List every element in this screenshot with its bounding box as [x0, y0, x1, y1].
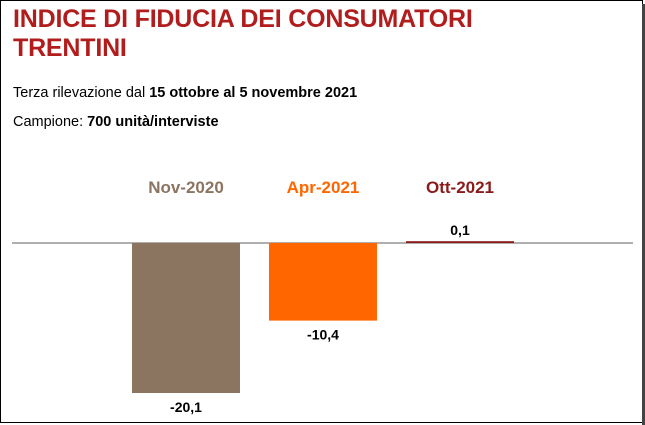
title-line-2: TRENTINI [13, 34, 127, 62]
chart-title: INDICE DI FIDUCIA DEI CONSUMATORI TRENTI… [13, 5, 473, 63]
survey-period: 15 ottobre al 5 novembre 2021 [149, 85, 358, 101]
sample-value: 700 unità/interviste [87, 114, 219, 130]
bar-apr-2021 [269, 243, 377, 321]
sample-text: Campione: 700 unità/interviste [13, 114, 219, 130]
bar-ott-2021 [406, 241, 514, 243]
category-label-apr-2021: Apr-2021 [287, 178, 360, 197]
value-label-apr-2021: -10,4 [307, 327, 339, 343]
survey-period-text: Terza rilevazione dal 15 ottobre al 5 no… [13, 85, 357, 101]
category-label-nov-2020: Nov-2020 [148, 178, 224, 197]
bar-nov-2020 [132, 243, 240, 393]
survey-prefix: Terza rilevazione dal [13, 85, 150, 101]
category-label-ott-2021: Ott-2021 [426, 178, 494, 197]
sample-prefix: Campione: [13, 114, 88, 130]
value-label-nov-2020: -20,1 [170, 399, 202, 415]
value-label-ott-2021: 0,1 [450, 222, 470, 238]
title-line-1: INDICE DI FIDUCIA DEI CONSUMATORI [13, 5, 473, 33]
